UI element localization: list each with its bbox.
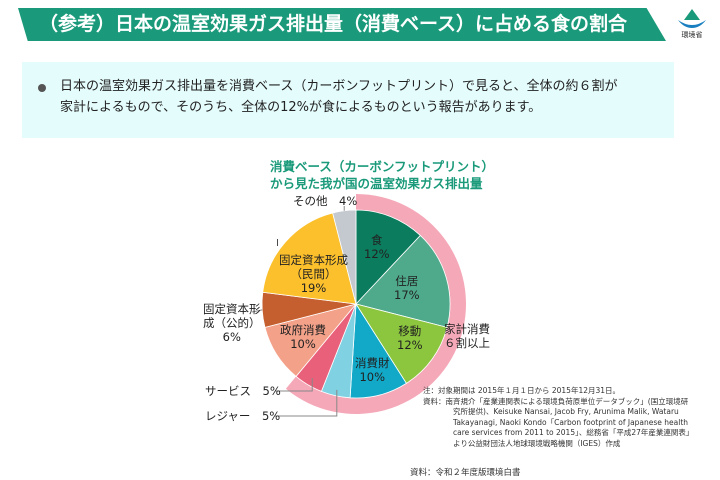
chart-notes: 注：対象期間は 2015年１月１日から 2015年12月31日。 資料：南斉規介「…	[423, 386, 694, 448]
label-service: サービス 5%	[205, 384, 281, 398]
label-transport: 移動 12%	[397, 324, 423, 352]
ministry-logo-icon	[678, 9, 706, 28]
label-other: その他 4%	[293, 194, 358, 208]
label-goods: 消費財 10%	[355, 356, 390, 384]
pie-slice	[355, 209, 421, 306]
label-public-capital: 固定資本形 成（公的） 6%	[203, 302, 261, 344]
label-private-capital: 固定資本形成 （民間） 19%	[279, 253, 348, 295]
summary-text: 日本の温室効果ガス排出量を消費ベース（カーボンフットプリント）で見ると、全体の約…	[60, 76, 660, 118]
label-household: 家計消費 ６割以上	[444, 322, 490, 350]
pie-slice	[355, 303, 448, 384]
summary-box: 日本の温室効果ガス排出量を消費ベース（カーボンフットプリント）で見ると、全体の約…	[22, 62, 674, 138]
label-gov: 政府消費 10%	[280, 323, 326, 351]
label-leisure: レジャー 5%	[205, 409, 281, 423]
logo-text: 環境省	[681, 31, 703, 39]
leader-line	[275, 389, 338, 417]
label-housing: 住居 17%	[394, 274, 420, 302]
summary-line: 家計によるもので、そのうち、全体の12%が食によるものという報告があります。	[60, 100, 542, 115]
pie-slice	[262, 212, 357, 305]
text-cursor-icon: I	[276, 238, 279, 249]
chart-title-line: から見た我が国の温室効果ガス排出量	[270, 176, 483, 191]
leader-line	[275, 378, 313, 392]
chart-title-line: 消費ベース（カーボンフットプリント）	[270, 159, 495, 174]
source-text: 資料：令和２年度版環境白書	[410, 468, 521, 478]
leader-line	[251, 309, 263, 313]
pie-slice	[355, 234, 451, 328]
bullet-icon	[38, 84, 46, 92]
title-banner: （参考）日本の温室効果ガス排出量（消費ベース）に占める食の割合	[18, 8, 666, 41]
chart-title: 消費ベース（カーボンフットプリント） から見た我が国の温室効果ガス排出量	[270, 158, 494, 192]
page-title: （参考）日本の温室効果ガス排出量（消費ベース）に占める食の割合	[38, 13, 628, 35]
label-food: 食 12%	[364, 233, 390, 261]
summary-line: 日本の温室効果ガス排出量を消費ベース（カーボンフットプリント）で見ると、全体の約…	[60, 79, 618, 94]
